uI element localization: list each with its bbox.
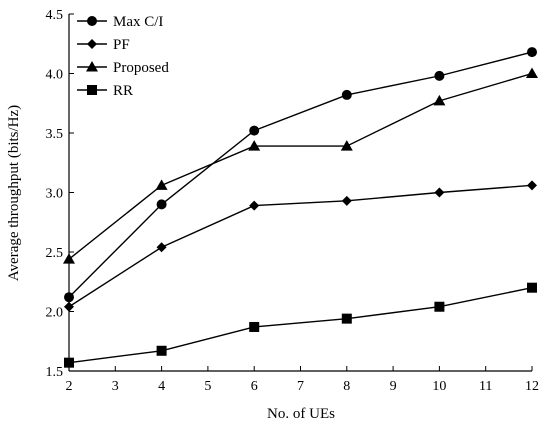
legend-marker-max-c-i (87, 16, 97, 26)
series-line-max-c-i (68, 51, 533, 298)
data-point-rr (64, 357, 74, 368)
legend-marker-rr (87, 85, 97, 95)
data-point-max-c-i (341, 89, 352, 100)
legend: Max C/I PF Proposed RR (77, 14, 169, 99)
series-line-proposed (68, 72, 533, 260)
series-line-pf (68, 184, 533, 308)
data-point-rr (434, 301, 445, 312)
legend-label-proposed: Proposed (113, 60, 169, 76)
x-tick-label: 8 (343, 379, 350, 394)
x-tick-label: 6 (251, 379, 258, 394)
x-tick-label: 10 (432, 379, 446, 394)
series-layer (63, 47, 538, 368)
data-point-rr (527, 282, 537, 293)
data-point-proposed (63, 253, 75, 264)
x-tick-label: 9 (390, 379, 397, 394)
data-point-proposed (248, 140, 261, 151)
ticks: 2 3 4 5 6 7 8 9 10 11 12 1.5 2.0 2.5 3.0 3.5 4.0 4.5 (46, 8, 540, 394)
data-point-max-c-i (527, 47, 537, 58)
data-point-pf (156, 242, 167, 253)
y-tick-label: 4.0 (46, 68, 64, 83)
data-point-rr (341, 313, 352, 324)
data-point-pf (64, 301, 74, 312)
x-tick-label: 7 (297, 379, 304, 394)
y-axis-label: Average throughput (bits/Hz) (6, 105, 22, 281)
legend-entry-proposed: Proposed (77, 60, 169, 76)
legend-label-pf: PF (113, 37, 130, 53)
y-tick-label: 1.5 (46, 365, 64, 380)
legend-marker-pf (87, 39, 97, 49)
legend-marker-proposed (86, 61, 98, 72)
x-tick-label: 12 (525, 379, 539, 394)
y-tick-label: 2.5 (46, 246, 64, 261)
legend-entry-rr: RR (77, 83, 133, 99)
data-point-max-c-i (156, 199, 167, 210)
x-tick-label: 5 (204, 379, 211, 394)
y-tick-label: 4.5 (46, 8, 64, 23)
data-point-rr (249, 321, 260, 332)
data-point-pf (434, 187, 445, 198)
x-tick-label: 4 (158, 379, 165, 394)
data-point-pf (527, 180, 537, 191)
x-axis-label: No. of UEs (267, 406, 335, 422)
data-point-proposed (526, 67, 538, 78)
series-proposed (63, 67, 538, 264)
data-point-proposed (155, 179, 168, 190)
x-tick-label: 3 (112, 379, 119, 394)
legend-label-max-c-i: Max C/I (113, 14, 163, 30)
series-pf (64, 180, 537, 312)
data-point-pf (341, 195, 352, 206)
data-point-rr (156, 345, 167, 356)
legend-entry-pf: PF (77, 37, 130, 53)
legend-label-rr: RR (113, 83, 133, 99)
legend-entry-max-c-i: Max C/I (77, 14, 163, 30)
series-line-rr (68, 287, 533, 364)
data-point-pf (249, 200, 260, 211)
x-tick-label: 11 (479, 379, 492, 394)
data-point-max-c-i (249, 125, 260, 136)
y-tick-label: 3.5 (46, 127, 64, 142)
data-point-max-c-i (434, 70, 445, 81)
y-tick-label: 3.0 (46, 187, 64, 202)
data-point-max-c-i (64, 292, 74, 303)
series-rr (64, 282, 537, 368)
data-point-proposed (340, 140, 353, 151)
x-tick-label: 2 (66, 379, 73, 394)
data-point-proposed (433, 94, 446, 106)
y-tick-label: 2.0 (46, 306, 64, 321)
series-max-c-i (64, 47, 537, 303)
